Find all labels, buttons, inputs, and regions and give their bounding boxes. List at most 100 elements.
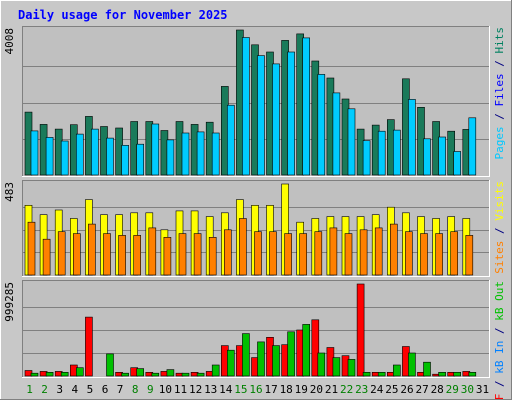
bar-sites-10: [163, 237, 172, 276]
x-tick-label-31: 31: [476, 383, 489, 396]
bar-sites-20: [314, 231, 323, 276]
bar-pages-18: [287, 51, 295, 176]
bar-kb-out-28: [438, 371, 446, 377]
bar-pages-24: [377, 130, 386, 176]
x-axis: 1 2 3 4 5 6 7 8 9 10 11 12 13 14 15 16 17 18 19 20 21 22 23 24 2…: [26, 383, 489, 396]
x-tick-label-22: 22: [340, 383, 353, 396]
bar-kb-out-14: [227, 349, 235, 377]
bar-sites-4: [73, 233, 81, 276]
series-legend-part-kbf-kbin-kbout-4: kB Out: [493, 281, 506, 321]
bar-pages-6: [106, 137, 114, 176]
bar-sites-11: [178, 233, 187, 276]
bar-kb-out-27: [423, 361, 431, 377]
bar-sites-14: [224, 229, 232, 276]
bar-sites-25: [389, 223, 398, 276]
bar-pages-2: [45, 137, 54, 176]
bar-kb-out-20: [317, 352, 326, 377]
chart-panels: 4008 Pages / Files / Hits 483 Sites / Visit…: [3, 26, 506, 405]
bar-pages-7: [121, 145, 129, 176]
y-max-label-hits-files-pages: 4008: [3, 28, 16, 55]
bar-pages-11: [181, 132, 190, 176]
bar-kb-f-5: [85, 316, 93, 377]
x-tick-label-21: 21: [325, 383, 338, 396]
bar-kb-out-17: [272, 345, 280, 377]
bar-sites-15: [239, 218, 247, 276]
bar-sites-16: [254, 231, 262, 276]
x-tick-label-5: 5: [87, 383, 94, 396]
series-legend-part-visits-sites-1: /: [493, 221, 506, 241]
bar-sites-21: [329, 227, 338, 276]
bar-pages-21: [332, 92, 341, 176]
x-tick-label-11: 11: [174, 383, 187, 396]
bar-sites-12: [193, 233, 202, 276]
x-tick-label-2: 2: [41, 383, 48, 396]
x-tick-label-10: 10: [159, 383, 172, 396]
bar-pages-9: [151, 123, 160, 176]
bar-kb-out-29: [453, 371, 462, 377]
bar-kb-out-22: [347, 359, 356, 377]
bar-sites-28: [435, 233, 443, 276]
series-legend-part-kbf-kbin-kbout-1: /: [493, 374, 506, 394]
bar-kb-out-26: [408, 352, 416, 377]
bar-kb-out-11: [181, 372, 190, 377]
bar-sites-9: [148, 227, 157, 276]
x-tick-label-3: 3: [56, 383, 63, 396]
x-tick-label-12: 12: [189, 383, 202, 396]
bar-pages-20: [317, 74, 326, 176]
series-legend-visits-sites: Sites / Visits: [493, 181, 506, 274]
bar-pages-30: [468, 117, 477, 176]
bar-pages-16: [257, 55, 265, 176]
x-tick-label-19: 19: [295, 383, 308, 396]
bar-pages-8: [136, 143, 144, 176]
bar-kb-f-20: [311, 319, 320, 377]
bar-kb-out-3: [60, 371, 69, 377]
bar-kb-out-13: [211, 364, 220, 377]
x-tick-label-25: 25: [385, 383, 398, 396]
x-tick-label-26: 26: [400, 383, 413, 396]
x-tick-label-14: 14: [219, 383, 233, 396]
bar-sites-26: [405, 231, 413, 276]
bar-pages-12: [196, 131, 205, 176]
x-tick-label-24: 24: [370, 383, 384, 396]
bar-pages-4: [76, 133, 84, 176]
bar-kb-out-12: [196, 372, 205, 377]
series-legend-part-hits-files-pages-3: /: [493, 54, 506, 74]
bar-kb-out-25: [392, 364, 401, 377]
bar-sites-5: [88, 223, 96, 276]
bar-sites-19: [299, 233, 308, 276]
x-tick-label-27: 27: [415, 383, 428, 396]
series-legend-kbf-kbin-kbout: kB F / kB In / kB Out: [493, 281, 506, 400]
bar-pages-1: [30, 130, 39, 176]
bar-sites-8: [133, 235, 141, 276]
bar-pages-29: [453, 151, 462, 176]
bar-pages-22: [347, 108, 356, 176]
bar-pages-10: [166, 139, 175, 176]
bar-kb-out-19: [302, 324, 311, 377]
bar-sites-3: [57, 231, 66, 276]
bar-pages-15: [242, 37, 250, 176]
bar-pages-14: [227, 104, 235, 176]
series-legend-part-hits-files-pages-2: Files: [493, 73, 506, 106]
series-legend-part-kbf-kbin-kbout-2: kB In: [493, 341, 506, 374]
bar-kb-out-2: [45, 371, 54, 377]
bar-kb-out-15: [242, 333, 250, 377]
x-tick-label-4: 4: [71, 383, 78, 396]
x-tick-label-20: 20: [310, 383, 323, 396]
x-tick-label-7: 7: [117, 383, 124, 396]
x-tick-label-16: 16: [249, 383, 262, 396]
bar-kb-f-23: [356, 283, 365, 377]
x-tick-label-29: 29: [446, 383, 459, 396]
y-max-label-kbf-kbin-kbout: 999285: [3, 282, 16, 322]
bar-sites-24: [374, 227, 383, 276]
series-legend-hits-files-pages: Pages / Files / Hits: [493, 27, 506, 160]
y-max-label-visits-sites: 483: [3, 182, 16, 202]
bar-sites-7: [118, 235, 126, 276]
x-tick-label-15: 15: [234, 383, 247, 396]
bar-sites-6: [103, 233, 111, 276]
series-legend-part-hits-files-pages-0: Pages: [493, 126, 506, 159]
bar-kb-out-6: [106, 353, 114, 377]
x-tick-label-30: 30: [461, 383, 474, 396]
series-legend-part-hits-files-pages-1: /: [493, 107, 506, 127]
x-tick-label-18: 18: [280, 383, 293, 396]
bar-kb-out-9: [151, 372, 160, 377]
